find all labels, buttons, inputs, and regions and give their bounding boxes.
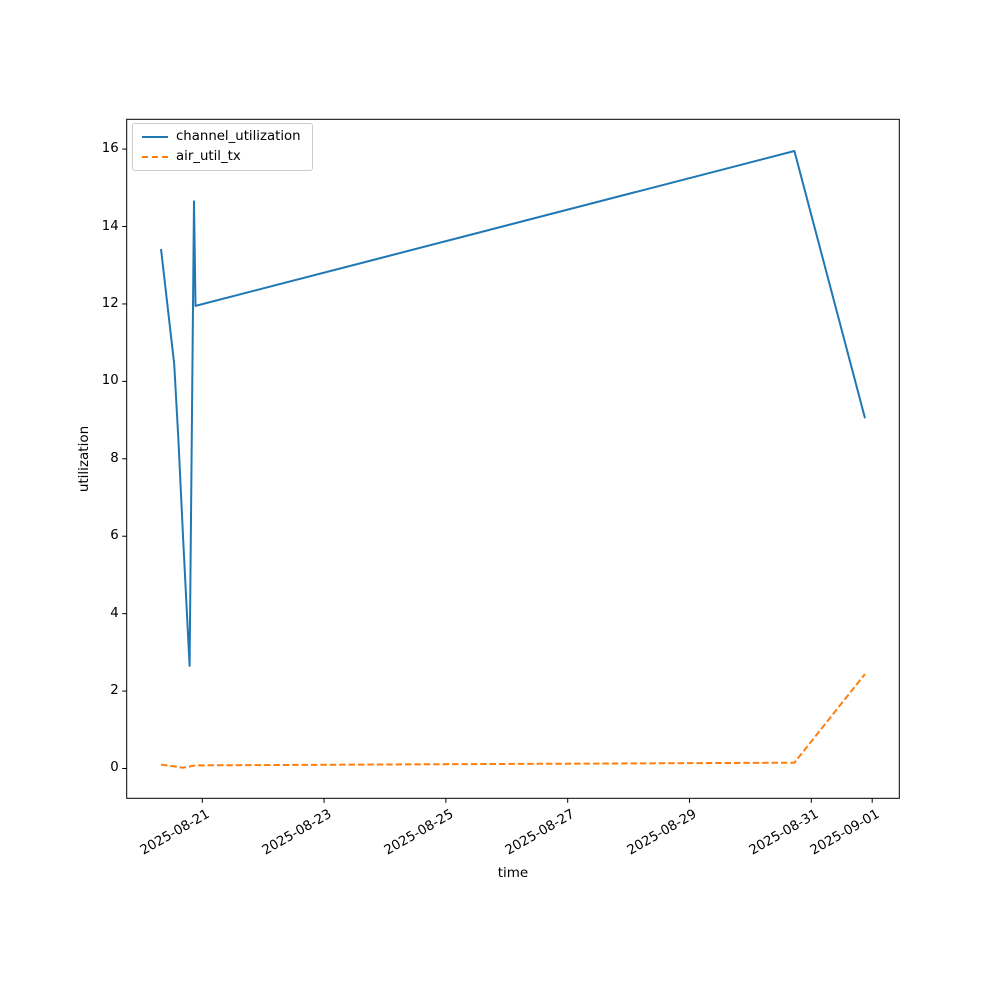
legend-label: air_util_tx	[176, 149, 241, 164]
solid-line-swatch-icon	[142, 136, 168, 138]
series-line-air_util_tx	[160, 673, 866, 769]
y-tick-label: 4	[110, 605, 119, 621]
y-tick-label: 10	[101, 373, 119, 389]
legend: channel_utilization air_util_tx	[132, 123, 313, 171]
y-tick-label: 0	[110, 760, 119, 776]
legend-label: channel_utilization	[176, 129, 301, 144]
dashed-line-swatch-icon	[142, 156, 168, 158]
series-line-channel_utilization	[160, 150, 866, 667]
legend-item-air-util-tx: air_util_tx	[142, 147, 304, 167]
y-tick-label: 14	[101, 218, 119, 234]
y-tick-label: 8	[110, 450, 119, 466]
y-tick-label: 16	[101, 141, 119, 157]
y-tick-label: 2	[110, 683, 119, 699]
y-axis-title: utilization	[76, 425, 92, 493]
axes-spines	[126, 118, 900, 799]
y-tick-label: 6	[110, 528, 119, 544]
y-tick-label: 12	[101, 295, 119, 311]
legend-item-channel-utilization: channel_utilization	[142, 127, 304, 147]
x-axis-title: time	[497, 865, 529, 881]
